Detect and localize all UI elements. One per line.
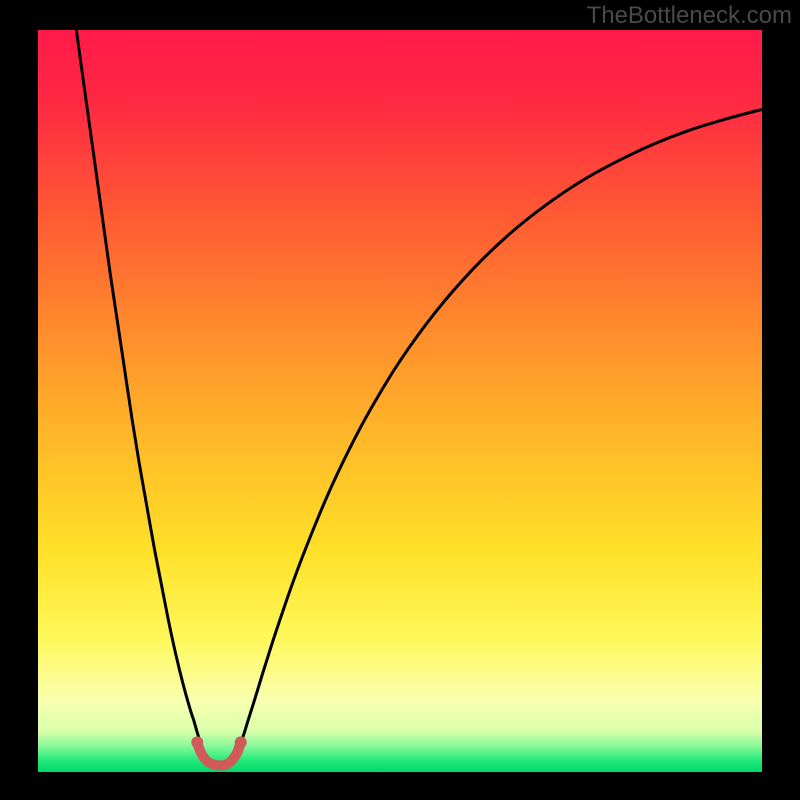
minimum-marker-dot-0 [191,736,203,748]
heatmap-gradient [38,30,762,772]
bottleneck-plot [0,0,800,800]
chart-stage: TheBottleneck.com [0,0,800,800]
watermark-text: TheBottleneck.com [587,2,792,30]
minimum-marker-dot-1 [235,736,247,748]
